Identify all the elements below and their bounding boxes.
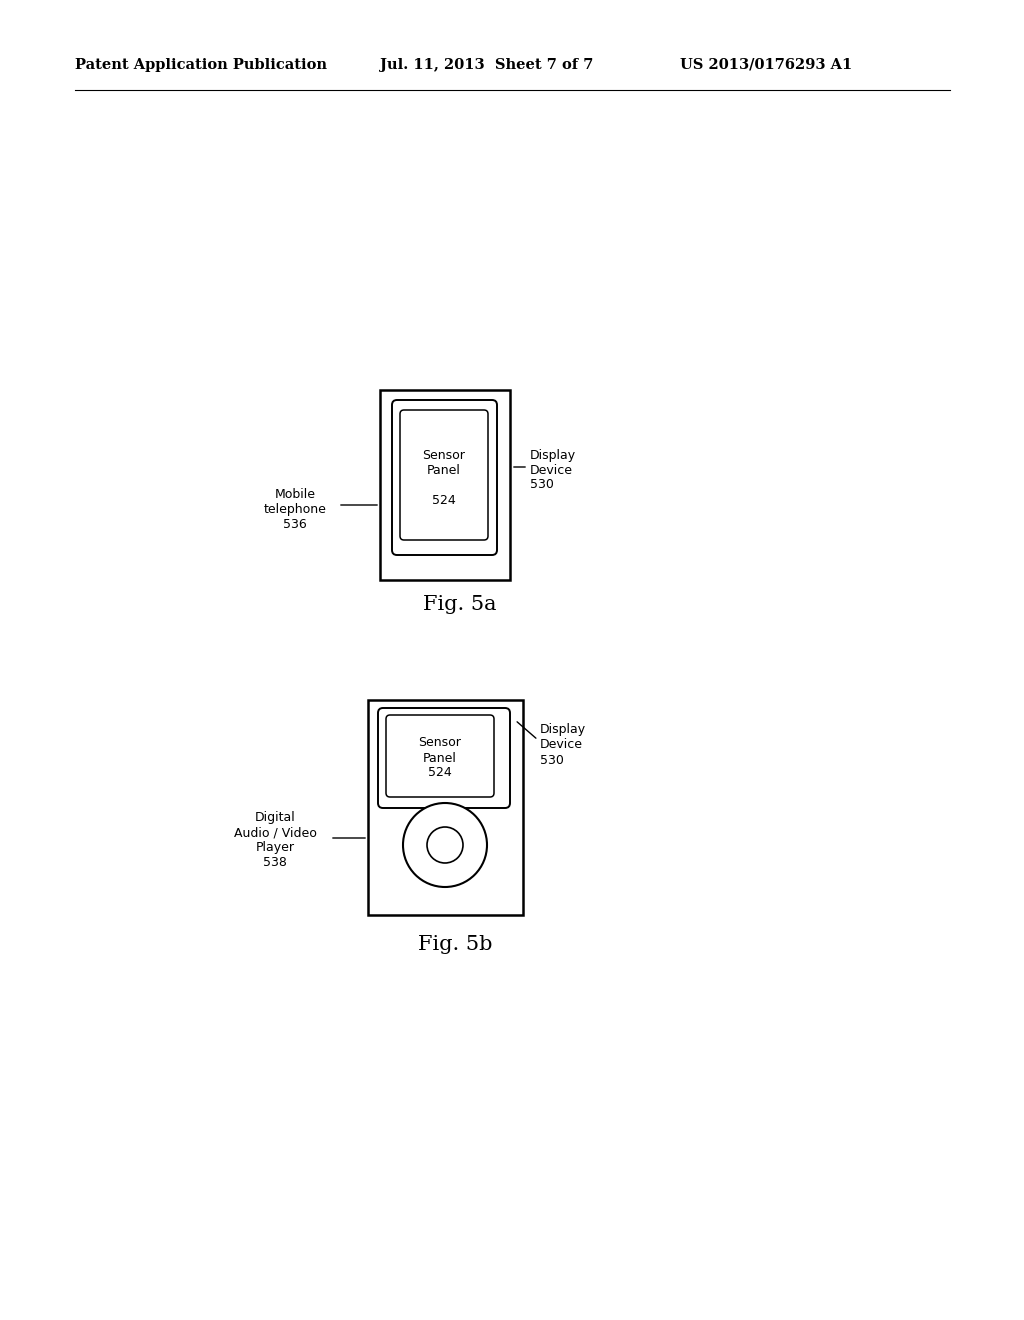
Text: Display
Device
530: Display Device 530 (540, 723, 586, 767)
FancyBboxPatch shape (378, 708, 510, 808)
Text: Sensor
Panel
524: Sensor Panel 524 (419, 737, 462, 780)
Text: Fig. 5b: Fig. 5b (418, 936, 493, 954)
Circle shape (403, 803, 487, 887)
Text: US 2013/0176293 A1: US 2013/0176293 A1 (680, 58, 852, 73)
FancyBboxPatch shape (386, 715, 494, 797)
Text: Jul. 11, 2013  Sheet 7 of 7: Jul. 11, 2013 Sheet 7 of 7 (380, 58, 593, 73)
Text: Sensor
Panel

524: Sensor Panel 524 (423, 449, 466, 507)
Bar (380, 389, 510, 579)
Text: Digital
Audio / Video
Player
538: Digital Audio / Video Player 538 (233, 810, 316, 869)
Text: Display
Device
530: Display Device 530 (530, 449, 577, 491)
Text: Patent Application Publication: Patent Application Publication (75, 58, 327, 73)
Bar (368, 700, 523, 915)
Text: Mobile
telephone
536: Mobile telephone 536 (263, 488, 327, 532)
FancyBboxPatch shape (392, 400, 497, 554)
Circle shape (427, 828, 463, 863)
Text: Fig. 5a: Fig. 5a (423, 595, 497, 615)
FancyBboxPatch shape (400, 411, 488, 540)
